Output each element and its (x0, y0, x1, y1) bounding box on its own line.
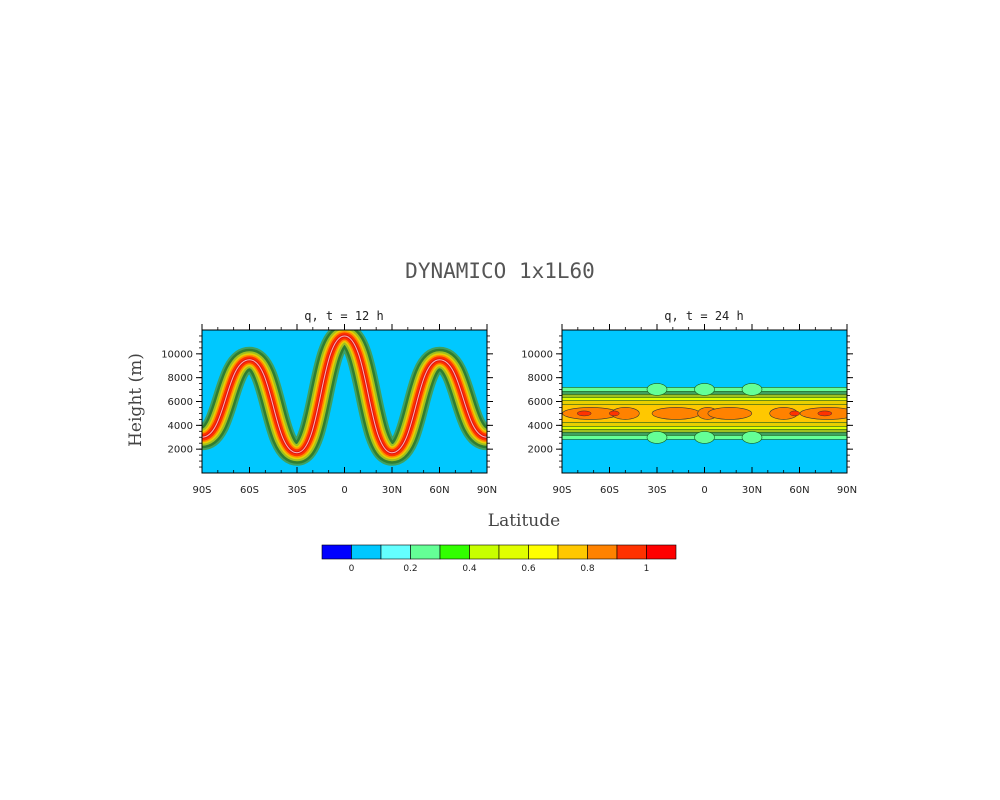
y-tick-label: 10000 (521, 349, 553, 360)
contour-band (202, 330, 487, 466)
colorbar-swatch (616, 544, 647, 560)
panel-left: q, t = 12 h 90S 60S 30S 0 30N 60N 90N 2000 4000… (161, 309, 497, 496)
y-tick-label: 8000 (528, 373, 553, 384)
y-tick-label: 8000 (168, 373, 193, 384)
x-tick-label: 60N (429, 485, 449, 496)
y-axis-label: Height (m) (126, 353, 146, 447)
y-axis-left: 2000 4000 6000 8000 10000 (161, 335, 493, 468)
contour-bump (741, 431, 763, 444)
colorbar-swatch (380, 544, 411, 560)
contour-peak (789, 410, 800, 417)
colorbar-swatch (351, 544, 382, 560)
y-tick-label: 2000 (168, 445, 193, 456)
colorbar-label: 0 (349, 564, 355, 574)
x-tick-label: 90N (477, 485, 497, 496)
colorbar-label: 0.2 (403, 564, 417, 574)
contour-core (707, 407, 753, 420)
x-tick-label: 90N (837, 485, 857, 496)
colorbar-swatch (557, 544, 588, 560)
colorbar-swatch (528, 544, 559, 560)
y-tick-label: 10000 (161, 349, 193, 360)
y-tick-label: 6000 (168, 397, 193, 408)
x-tick-label: 60S (240, 485, 259, 496)
colorbar-swatch (410, 544, 441, 560)
colorbar-swatch (646, 544, 677, 560)
y-tick-label: 4000 (168, 421, 193, 432)
panel-right: q, t = 24 h 90S 60S 30S 0 30N 60N 90N 2000 4000… (521, 309, 857, 496)
x-tick-label: 30S (647, 485, 666, 496)
contour-core (651, 407, 701, 420)
contour-bump (694, 431, 715, 444)
contour-bump (741, 383, 763, 396)
colorbar-label: 1 (644, 564, 650, 574)
plot-area-right (561, 329, 848, 474)
contour-highlight (202, 335, 487, 454)
colorbar-swatch (587, 544, 618, 560)
x-tick-label: 30S (287, 485, 306, 496)
colorbar-swatch (498, 544, 529, 560)
x-axis-label: Latitude (488, 511, 560, 531)
colorbar-label: 0.6 (521, 564, 536, 574)
x-axis-right: 90S 60S 30S 0 30N 60N 90N (552, 324, 857, 496)
colorbar-swatch (439, 544, 470, 560)
x-tick-label: 90S (552, 485, 571, 496)
contour-peak (576, 410, 592, 417)
y-tick-label: 4000 (528, 421, 553, 432)
plot-area-left (201, 329, 488, 474)
x-tick-label: 30N (382, 485, 402, 496)
figure-title: DYNAMICO 1x1L60 (405, 259, 595, 283)
x-tick-label: 0 (341, 485, 347, 496)
contour-peak (817, 410, 833, 417)
y-tick-label: 6000 (528, 397, 553, 408)
contour-peak (609, 410, 620, 417)
x-axis-left: 90S 60S 30S 0 30N 60N 90N (192, 324, 497, 496)
contour-bump (646, 383, 668, 396)
colorbar-label: 0.4 (462, 564, 477, 574)
x-tick-label: 0 (701, 485, 707, 496)
x-tick-label: 60S (600, 485, 619, 496)
x-tick-label: 30N (742, 485, 762, 496)
colorbar-swatch (321, 544, 352, 560)
panel-title-right: q, t = 24 h (664, 309, 743, 323)
colorbar-label: 0.8 (580, 564, 595, 574)
x-tick-label: 60N (789, 485, 809, 496)
colorbar: 0 0.2 0.4 0.6 0.8 1 (321, 544, 677, 574)
colorbar-swatch (469, 544, 500, 560)
y-tick-label: 2000 (528, 445, 553, 456)
panel-title-left: q, t = 12 h (304, 309, 383, 323)
x-tick-label: 90S (192, 485, 211, 496)
contour-bump (646, 431, 668, 444)
contour-band (562, 383, 847, 444)
y-axis-right: 2000 4000 6000 8000 10000 (521, 335, 853, 468)
contour-bump (694, 383, 715, 396)
